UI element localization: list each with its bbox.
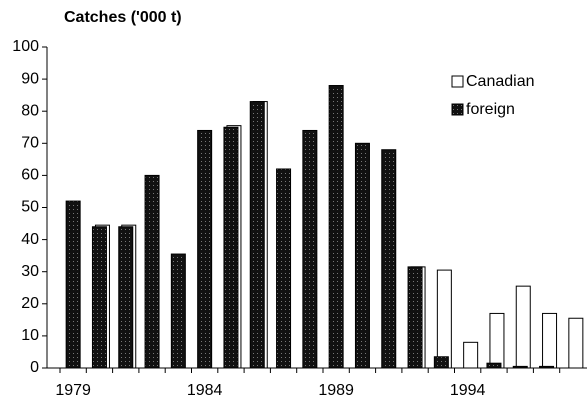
- bar: [249, 101, 265, 369]
- bar: [568, 317, 584, 369]
- bar: [328, 85, 344, 369]
- y-tick-label: 20: [21, 295, 39, 312]
- y-tick-label: 40: [21, 231, 39, 248]
- bar: [354, 142, 370, 369]
- y-tick-label: 60: [21, 167, 39, 184]
- y-tick-label: 10: [21, 327, 39, 344]
- x-tick-label: 1984: [187, 382, 223, 399]
- bar: [436, 269, 452, 369]
- bar: [512, 365, 528, 369]
- y-tick-label: 70: [21, 135, 39, 152]
- bar: [65, 200, 81, 369]
- y-tick-label: 90: [21, 70, 39, 87]
- y-tick-label: 50: [21, 199, 39, 216]
- bar: [381, 149, 397, 369]
- bar: [223, 126, 239, 369]
- y-tick-label: 0: [30, 359, 39, 376]
- legend-label: foreign: [466, 101, 515, 118]
- legend-swatch: [451, 75, 464, 88]
- chart-title: Catches ('000 t): [64, 9, 182, 26]
- legend-label: Canadian: [466, 73, 535, 90]
- bar: [433, 356, 449, 369]
- bar: [515, 285, 531, 369]
- bar: [144, 174, 160, 369]
- bar: [489, 312, 505, 369]
- x-tick-label: 1989: [318, 382, 354, 399]
- bar: [276, 168, 292, 369]
- bar: [91, 226, 107, 369]
- bar: [539, 365, 555, 369]
- y-tick-label: 30: [21, 263, 39, 280]
- bar: [118, 226, 134, 369]
- bar: [463, 341, 479, 369]
- bar: [170, 253, 186, 369]
- x-tick-label: 1979: [55, 382, 91, 399]
- x-tick-label: 1994: [450, 382, 486, 399]
- y-tick-label: 80: [21, 102, 39, 119]
- bar: [486, 362, 502, 369]
- bar: [407, 266, 423, 369]
- y-tick-label: 100: [12, 38, 39, 55]
- legend-swatch: [451, 103, 464, 116]
- bar: [197, 129, 213, 369]
- bar: [302, 129, 318, 369]
- bar: [542, 312, 558, 369]
